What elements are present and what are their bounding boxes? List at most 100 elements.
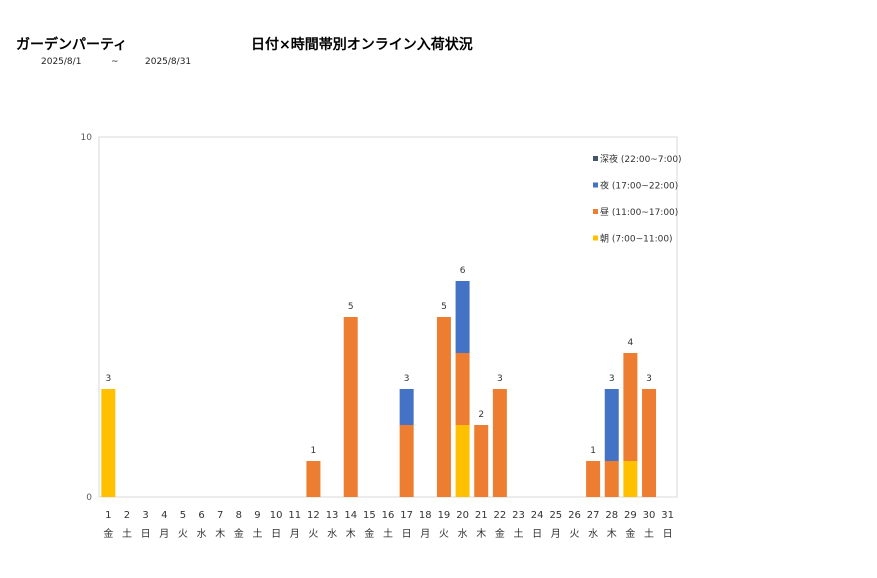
x-tick-day: 8 [236,510,242,521]
x-tick-day: 5 [180,510,186,521]
x-tick-weekday: 月 [290,528,300,540]
bar-segment [623,353,638,461]
data-label: 6 [460,266,466,276]
legend-swatch [593,209,598,214]
bar-segment [455,425,470,497]
x-tick-weekday: 火 [569,528,579,540]
x-tick-day: 25 [549,510,562,521]
x-tick-weekday: 月 [551,528,561,540]
legend-label: 深夜 (22:00~7:00) [600,153,682,165]
x-tick-day: 19 [438,510,451,521]
x-tick-weekday: 土 [252,527,262,540]
bar-segment [455,281,470,353]
x-tick-day: 22 [494,510,507,521]
x-tick-weekday: 土 [514,527,524,540]
x-tick-weekday: 火 [308,528,318,540]
x-tick-weekday: 木 [215,528,225,540]
x-tick-day: 15 [363,510,376,521]
x-tick-weekday: 日 [402,529,412,540]
bar-segment [436,317,451,497]
x-tick-day: 10 [270,510,283,521]
x-tick-day: 13 [326,510,339,521]
x-tick-weekday: 木 [346,528,356,540]
data-label: 3 [646,374,652,384]
data-label: 5 [348,302,354,312]
bar-segment [586,461,601,497]
legend-swatch [593,182,598,188]
y-tick-label: 0 [86,493,92,503]
x-tick-weekday: 金 [495,527,505,540]
x-tick-day: 23 [512,510,525,521]
x-tick-day: 14 [344,510,357,521]
x-tick-weekday: 日 [663,529,673,540]
x-tick-weekday: 月 [420,528,430,540]
bar-segment [642,389,657,497]
x-tick-weekday: 水 [327,528,337,540]
x-tick-weekday: 日 [532,529,542,540]
x-tick-day: 21 [475,510,488,521]
x-tick-weekday: 月 [159,528,169,540]
plot-area [98,136,678,498]
legend-swatch [593,156,598,161]
x-tick-day: 31 [661,510,674,521]
data-label: 1 [311,446,317,456]
store-name: ガーデンパーティ [16,37,128,53]
x-tick-weekday: 木 [476,528,486,540]
x-tick-day: 4 [161,510,167,521]
x-tick-weekday: 火 [178,528,188,540]
data-label: 3 [609,374,615,384]
x-tick-day: 30 [643,510,656,521]
legend-swatch [593,235,598,241]
data-label: 1 [590,446,596,456]
date-from: 2025/8/1 [41,57,82,67]
data-label: 3 [497,374,503,384]
x-tick-day: 20 [456,510,469,521]
x-tick-weekday: 日 [271,529,281,540]
x-tick-day: 28 [605,510,618,521]
y-tick-label: 10 [81,133,93,143]
x-tick-weekday: 土 [122,527,132,540]
bar-segment [604,461,619,497]
bar-segment [474,425,489,497]
legend-label: 昼 (11:00~17:00) [600,207,678,218]
x-tick-weekday: 土 [644,527,654,540]
bar-segment [623,461,638,497]
x-tick-day: 7 [217,510,223,521]
x-tick-weekday: 金 [234,527,244,540]
x-tick-day: 24 [531,510,544,521]
bar-segment [399,425,414,497]
x-tick-day: 11 [288,510,301,521]
x-tick-day: 1 [105,510,111,521]
legend-label: 朝 (7:00~11:00) [600,234,673,245]
x-tick-day: 12 [307,510,320,521]
x-tick-day: 16 [382,510,395,521]
bar-segment [399,389,414,425]
x-tick-weekday: 水 [458,528,468,540]
x-tick-weekday: 金 [625,527,635,540]
x-tick-day: 6 [198,510,204,521]
data-label: 2 [478,410,484,420]
x-tick-day: 9 [254,510,260,521]
bar-segment [492,389,507,497]
date-to: 2025/8/31 [145,57,192,67]
bar-segment [604,389,619,461]
x-tick-day: 26 [568,510,581,521]
legend-label: 夜 (17:00~22:00) [600,180,678,192]
date-separator: ~ [111,57,119,67]
x-tick-day: 29 [624,510,637,521]
x-tick-day: 18 [419,510,432,521]
x-tick-day: 27 [587,510,600,521]
x-tick-day: 3 [142,510,148,521]
data-label: 3 [404,374,410,384]
x-tick-weekday: 火 [439,528,449,540]
chart-title: 日付×時間帯別オンライン入荷状況 [251,37,473,53]
x-tick-weekday: 金 [364,527,374,540]
data-label: 3 [105,374,111,384]
bar-segment [455,353,470,425]
x-tick-weekday: 木 [607,528,617,540]
data-label: 4 [628,338,634,348]
bar-segment [101,389,116,497]
x-tick-day: 2 [124,510,130,521]
bar-segment [306,461,321,497]
